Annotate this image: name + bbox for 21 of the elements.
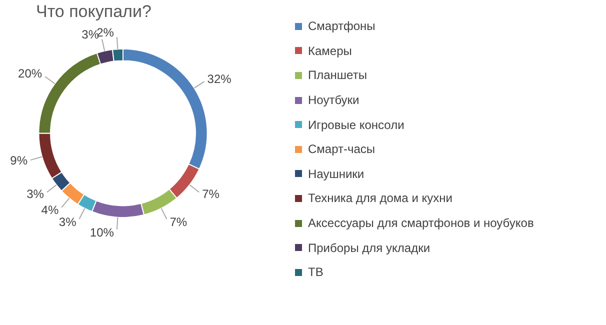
legend-label: Приборы для укладки xyxy=(308,240,430,255)
data-label: 7% xyxy=(202,186,220,201)
data-label: 20% xyxy=(18,66,42,81)
data-label: 32% xyxy=(207,72,232,86)
data-label: 7% xyxy=(170,214,188,229)
legend-label: Наушники xyxy=(308,166,364,181)
data-label: 3% xyxy=(26,186,44,201)
legend-label: Техника для дома и кухни xyxy=(308,191,452,206)
legend-label: Ноутбуки xyxy=(308,93,360,108)
data-label: 3% xyxy=(58,214,77,229)
legend-label: Смарт-часы xyxy=(308,142,376,156)
data-label: 4% xyxy=(41,202,59,217)
data-label: 10% xyxy=(90,226,114,240)
legend-label: Аксессуары для смартфонов и ноубуков xyxy=(308,216,534,230)
legend-label: Игровые консоли xyxy=(308,118,404,132)
legend-label: ТВ xyxy=(308,265,324,280)
legend-label: Смартфоны xyxy=(308,19,376,34)
legend-label: Камеры xyxy=(308,44,352,58)
data-label: 9% xyxy=(10,153,28,168)
chart-title: Что покупали? xyxy=(36,2,152,21)
legend-label: Планшеты xyxy=(308,68,367,82)
